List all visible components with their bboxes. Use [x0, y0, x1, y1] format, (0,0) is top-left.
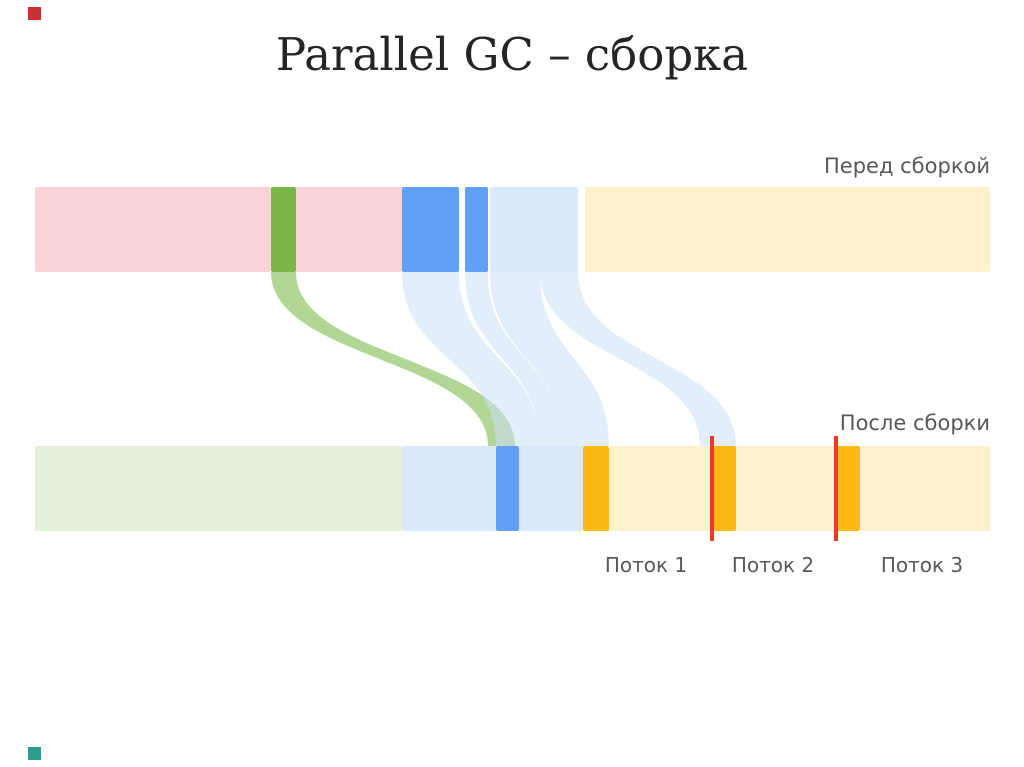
top-bar-segment-free-space	[585, 187, 990, 272]
slide-accent-top-left	[28, 7, 41, 20]
thread-3-label: Поток 3	[880, 553, 964, 577]
slide-title: Parallel GC – сборка	[275, 28, 749, 81]
top-bar-segment-garbage-region-2	[296, 187, 402, 272]
flow-band	[490, 272, 609, 446]
top-bar-segment-live-object-green	[271, 187, 296, 272]
thread-1-label: Поток 1	[604, 553, 688, 577]
flow-band	[540, 272, 736, 446]
bottom-bar-segment-moved-light-blue-2	[519, 446, 583, 531]
thread-boundary-marker	[834, 436, 838, 541]
top-bar-segment-live-object-light-blue	[490, 187, 578, 272]
bottom-bar-segment-moved-blue	[496, 446, 519, 531]
top-bar-segment-live-object-blue-2	[465, 187, 488, 272]
thread-2-label: Поток 2	[731, 553, 815, 577]
slide-accent-bottom-left	[28, 747, 41, 760]
bottom-bar-segment-moved-light-blue-1	[402, 446, 496, 531]
bottom-bar-segment-free-space-3	[860, 446, 990, 531]
top-bar-segment-garbage-region-1	[35, 187, 271, 272]
bottom-bar-segment-thread-2-block	[712, 446, 736, 531]
label-after-collection: После сборки	[839, 411, 990, 435]
bottom-bar-segment-thread-3-block	[836, 446, 860, 531]
bottom-bar-segment-free-space-2	[736, 446, 836, 531]
thread-boundary-marker	[710, 436, 714, 541]
bottom-bar-segment-compacted-region	[35, 446, 402, 531]
label-before-collection: Перед сборкой	[823, 154, 990, 178]
flow-band	[465, 272, 563, 446]
bottom-bar-segment-free-space-1	[609, 446, 712, 531]
bottom-bar-segment-thread-1-block	[583, 446, 609, 531]
top-bar-segment-live-object-blue-1	[402, 187, 459, 272]
flow-band	[271, 272, 515, 446]
flow-band	[402, 272, 540, 446]
